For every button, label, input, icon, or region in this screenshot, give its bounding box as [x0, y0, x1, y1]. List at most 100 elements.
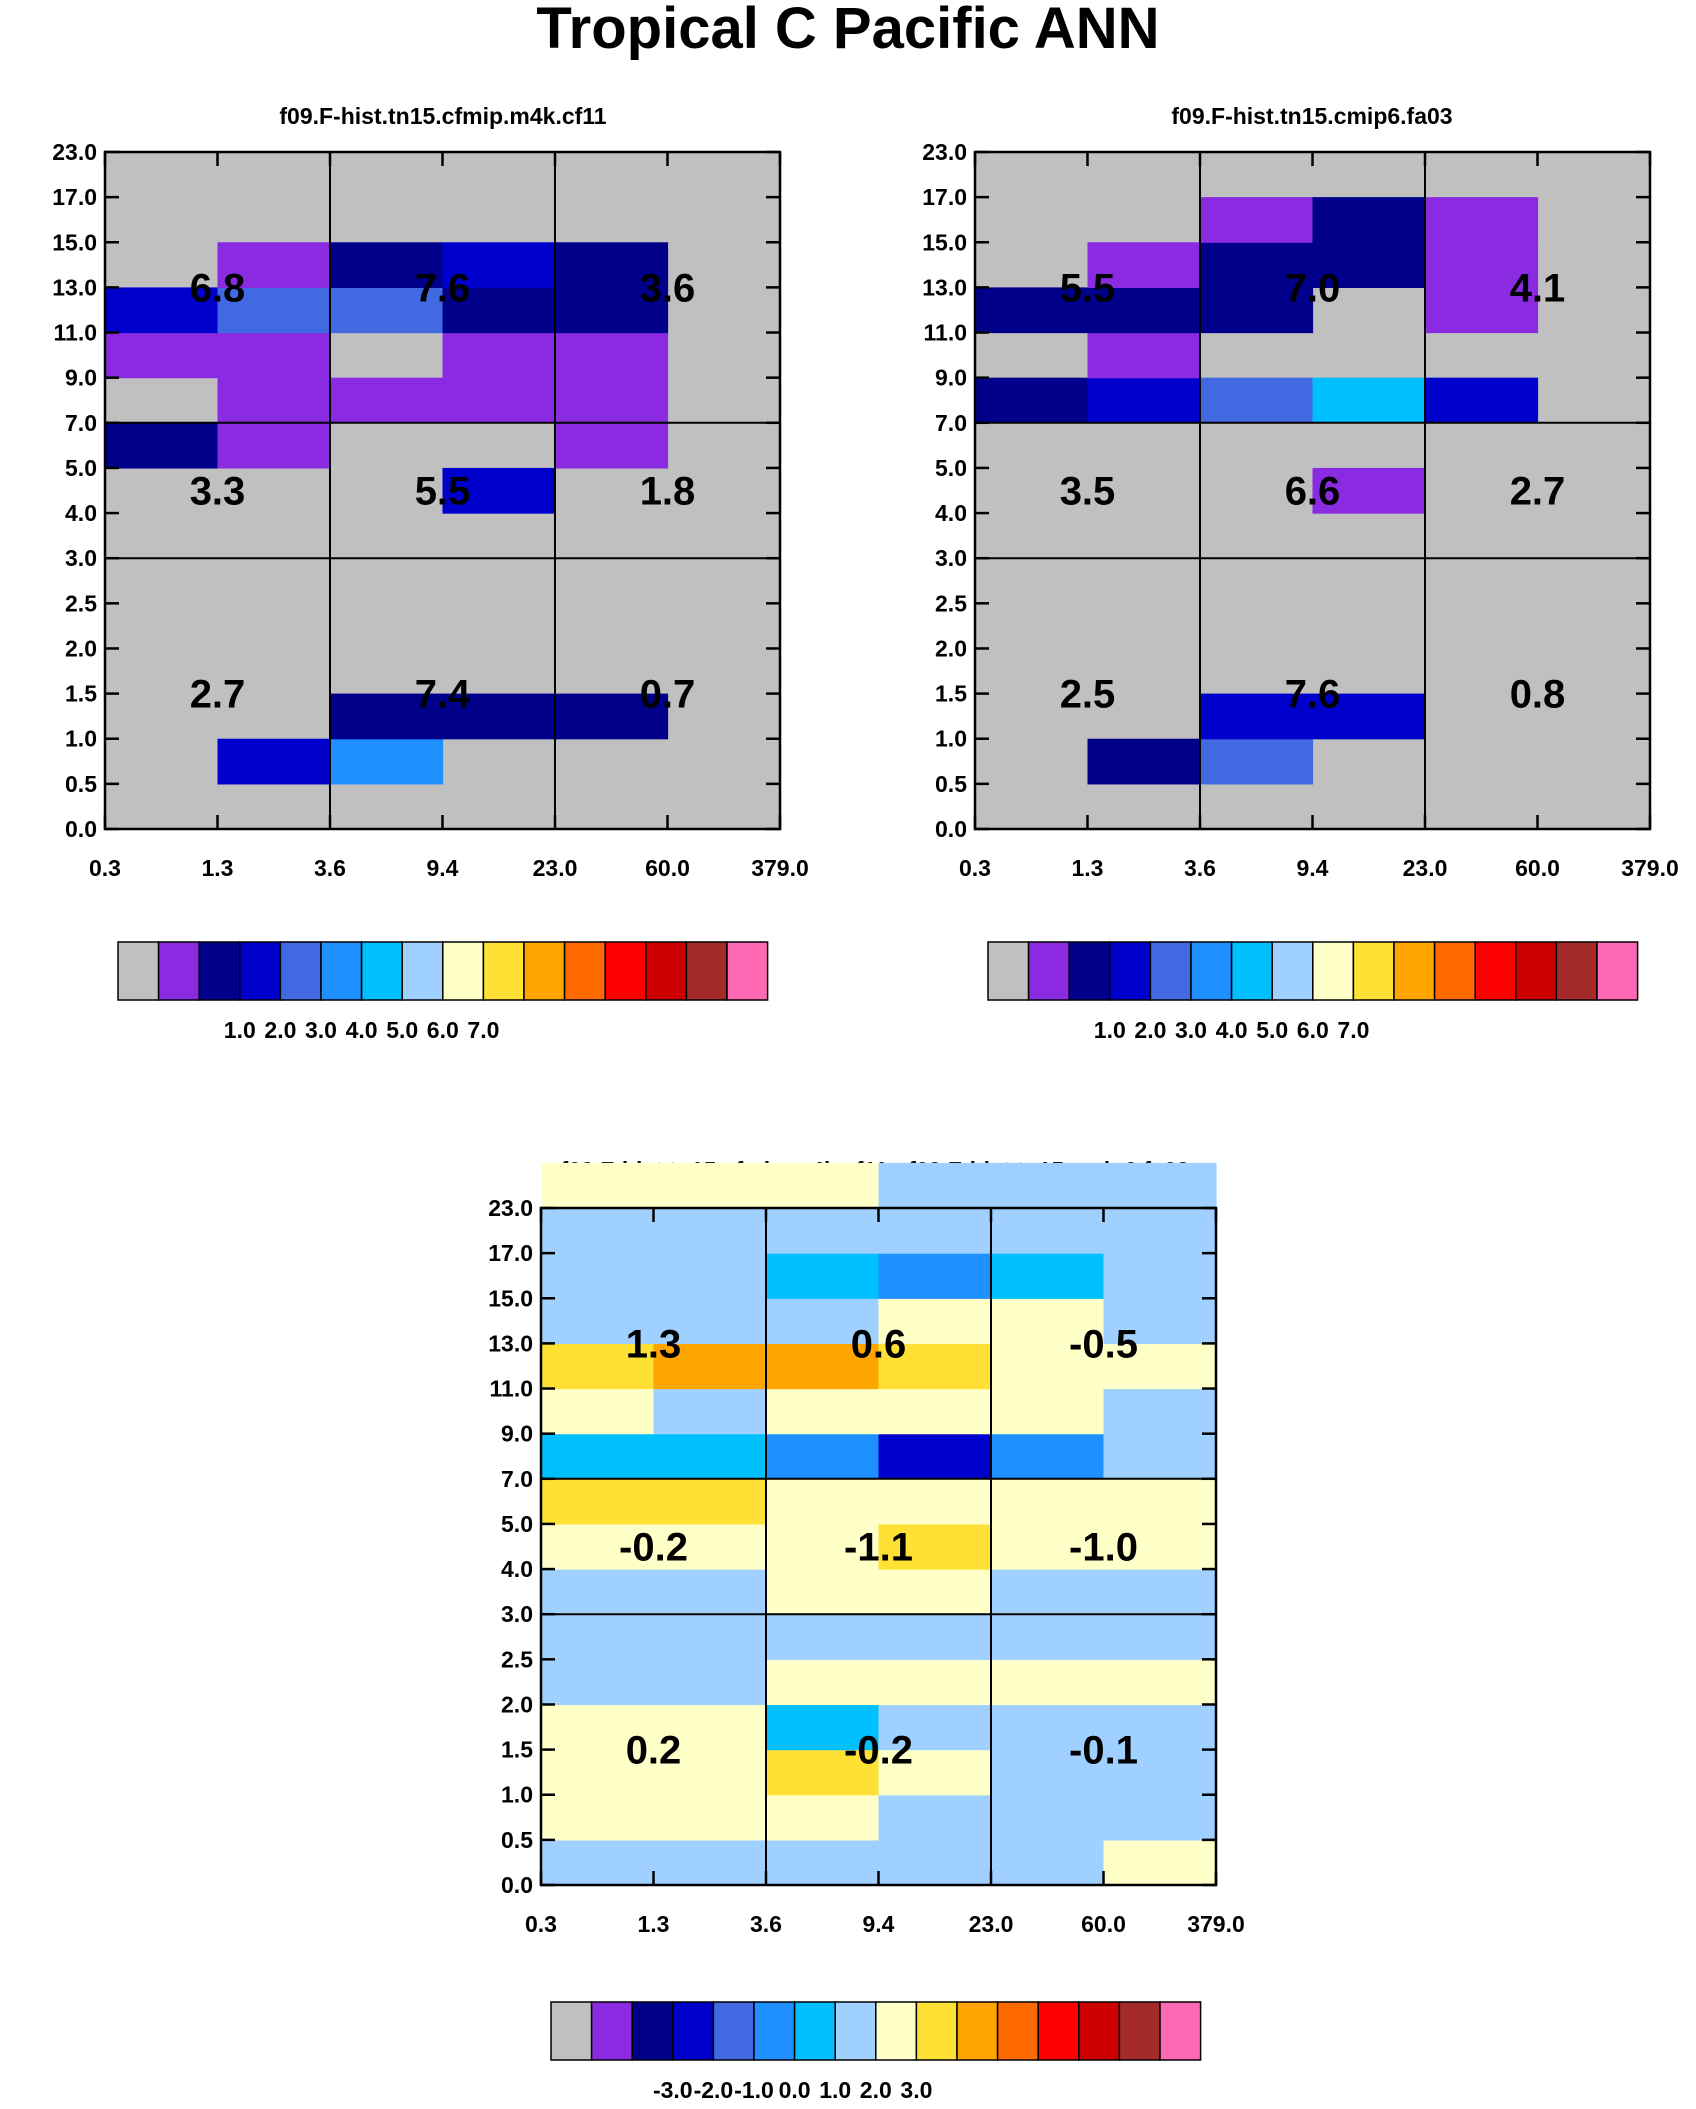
colorbar-label: 5.0 — [1256, 1017, 1288, 1043]
y-tick-label: 11.0 — [54, 320, 98, 346]
region-value-label: 1.3 — [626, 1322, 682, 1366]
colorbar-label: -1.0 — [734, 2077, 774, 2103]
heatmap-cell — [541, 1614, 655, 1660]
colorbar-swatch — [1078, 2001, 1121, 2061]
heatmap-cell — [766, 1614, 880, 1660]
colorbar-swatch — [712, 2001, 755, 2061]
colorbar-swatch — [1230, 941, 1273, 1001]
heatmap-cell — [991, 1569, 1105, 1615]
heatmap-cell — [541, 1523, 655, 1570]
heatmap-cell — [1087, 287, 1201, 334]
colorbar-label: 2.0 — [1134, 1017, 1166, 1043]
x-tick-label: 9.4 — [427, 855, 459, 881]
colorbar-label: 1.0 — [1094, 1017, 1126, 1043]
x-tick-label: 23.0 — [1403, 855, 1448, 881]
region-value-label: -0.2 — [619, 1526, 688, 1570]
region-value-label: 1.8 — [640, 470, 696, 514]
heatmap-cell — [991, 1749, 1105, 1796]
heatmap-cell — [653, 1253, 767, 1299]
heatmap-cell — [442, 242, 556, 288]
heatmap-cell — [878, 1614, 992, 1660]
heatmap-cell — [766, 1343, 880, 1390]
heatmap-cell — [330, 287, 444, 334]
colorbar-swatch — [482, 941, 525, 1001]
heatmap-cell — [766, 1162, 880, 1209]
panel-title: f09.F-hist.tn15.cmip6.fa03 — [1171, 103, 1452, 129]
heatmap-cell — [878, 1388, 992, 1435]
y-tick-label: 2.0 — [65, 635, 97, 661]
y-tick-label: 23.0 — [52, 139, 97, 165]
y-tick-label: 5.0 — [501, 1511, 533, 1537]
heatmap-cell — [766, 1478, 880, 1525]
y-tick-label: 17.0 — [922, 184, 967, 210]
heatmap-cell — [541, 1433, 655, 1480]
panel-difference: f09.F-hist.tn15.cfmip.m4k.cf11 - f09.F-h… — [488, 1157, 1245, 2103]
colorbar-swatch — [1474, 941, 1517, 1001]
heatmap-cell — [1200, 377, 1314, 424]
colorbar-label: 4.0 — [346, 1017, 378, 1043]
heatmap-cell — [1200, 738, 1314, 785]
heatmap-cell — [555, 242, 669, 288]
heatmap-cell — [878, 1208, 992, 1254]
heatmap-cell — [991, 1343, 1105, 1390]
heatmap-cell — [878, 1343, 992, 1390]
heatmap-cell — [1200, 693, 1314, 740]
heatmap-cell — [1200, 197, 1314, 243]
region-value-label: -1.0 — [1069, 1526, 1138, 1570]
heatmap-cell — [975, 287, 1089, 334]
heatmap-cell — [653, 1478, 767, 1525]
y-tick-label: 0.5 — [935, 771, 967, 797]
heatmap-cell — [1312, 377, 1426, 424]
y-tick-label: 13.0 — [52, 274, 97, 300]
heatmap-cell — [878, 1478, 992, 1525]
heatmap-cell — [878, 1749, 992, 1796]
colorbar-swatch — [631, 2001, 674, 2061]
y-tick-label: 2.5 — [501, 1646, 533, 1672]
heatmap-cell — [1312, 693, 1426, 740]
colorbar-swatch — [685, 941, 728, 1001]
colorbar-swatch — [1555, 941, 1598, 1001]
colorbar-swatch — [320, 941, 363, 1001]
colorbar-swatch — [1027, 941, 1070, 1001]
y-tick-label: 0.0 — [935, 816, 967, 842]
region-value-label: 0.2 — [626, 1729, 682, 1773]
heatmap-cell — [878, 1839, 992, 1886]
heatmap-cell — [878, 1162, 992, 1209]
heatmap-cell — [991, 1388, 1105, 1435]
heatmap-cell — [330, 738, 444, 785]
region-value-label: 3.6 — [640, 266, 696, 310]
heatmap-cell — [653, 1388, 767, 1435]
heatmap-cell — [1103, 1523, 1217, 1570]
x-tick-label: 60.0 — [1081, 1911, 1126, 1937]
region-value-label: 0.6 — [851, 1322, 907, 1366]
colorbar-swatch — [1515, 941, 1558, 1001]
heatmap-cell — [555, 422, 669, 469]
y-tick-label: 1.0 — [501, 1782, 533, 1808]
heatmap-cell — [766, 1253, 880, 1299]
heatmap-cell — [330, 377, 444, 424]
x-tick-label: 1.3 — [1072, 855, 1104, 881]
heatmap-cell — [217, 422, 331, 469]
heatmap-cell — [1425, 242, 1539, 288]
region-value-label: 7.6 — [415, 266, 471, 310]
y-tick-label: 1.0 — [935, 726, 967, 752]
heatmap-cell — [541, 1659, 655, 1706]
region-value-label: -0.1 — [1069, 1729, 1138, 1773]
colorbar-swatch — [956, 2001, 999, 2061]
heatmap-cell — [555, 332, 669, 379]
colorbar-swatch — [793, 2001, 836, 2061]
x-tick-label: 60.0 — [1515, 855, 1560, 881]
colorbar-swatch — [726, 941, 769, 1001]
colorbar-swatch — [523, 941, 566, 1001]
x-tick-label: 3.6 — [750, 1911, 782, 1937]
heatmap-cell — [1103, 1433, 1217, 1480]
heatmap-cell — [766, 1794, 880, 1841]
y-tick-label: 15.0 — [488, 1285, 533, 1311]
heatmap-cell — [878, 1659, 992, 1706]
figure-title: Tropical C Pacific ANN — [536, 0, 1159, 61]
y-tick-label: 13.0 — [922, 274, 967, 300]
x-tick-label: 9.4 — [1297, 855, 1329, 881]
region-value-label: 6.8 — [190, 266, 246, 310]
region-value-label: 0.8 — [1510, 673, 1566, 717]
